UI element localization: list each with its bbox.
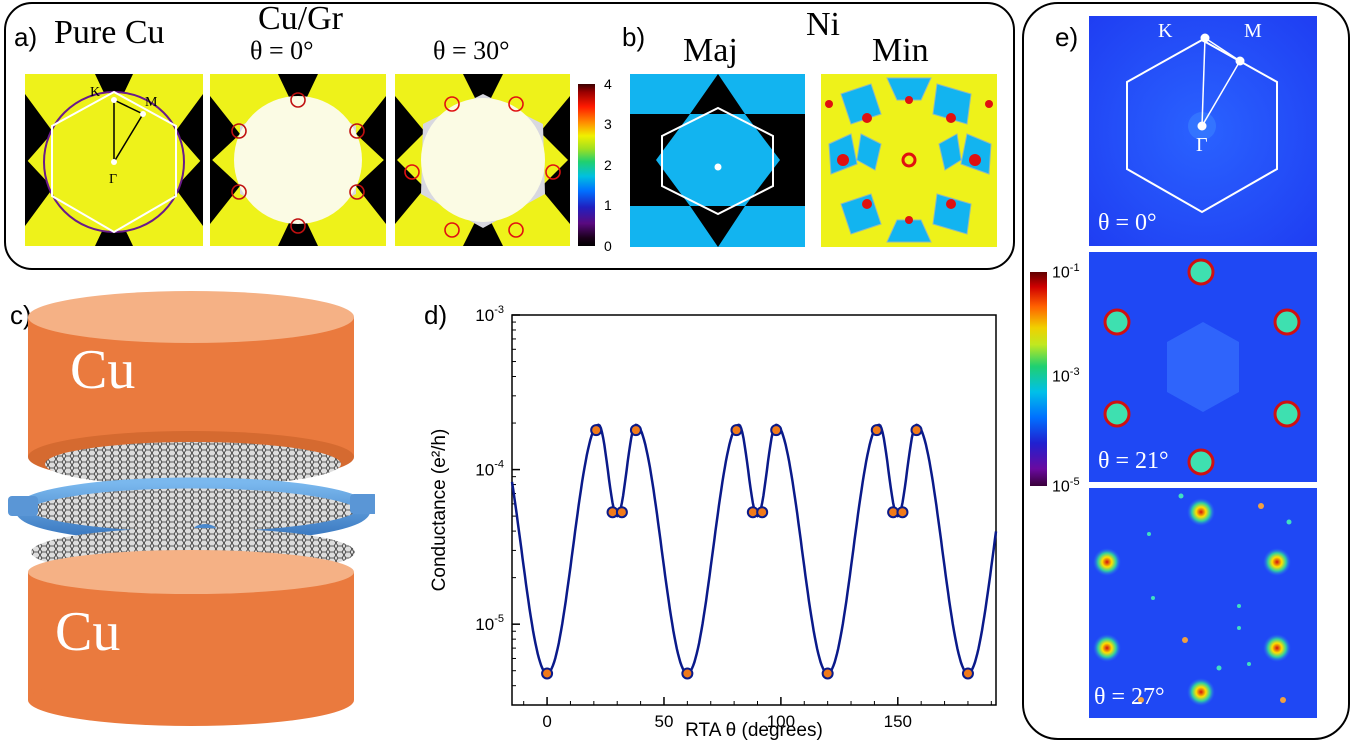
data-point bbox=[910, 424, 923, 437]
x-tick-label: 50 bbox=[655, 712, 674, 731]
bottom-cu-label: Cu bbox=[55, 601, 121, 663]
panel-a-label: a) bbox=[14, 22, 38, 52]
data-point bbox=[821, 667, 834, 680]
k-point-label-a: K bbox=[90, 85, 101, 100]
theta0-label-e: θ = 0° bbox=[1098, 210, 1157, 236]
colorbar-e-bot: 10-5 bbox=[1052, 476, 1080, 496]
data-point bbox=[896, 506, 909, 519]
x-tick-label: 150 bbox=[884, 712, 912, 731]
panel-d-label: d) bbox=[424, 300, 448, 330]
fermi-map-ni-majority bbox=[630, 74, 805, 247]
colorbar-a-tick-4: 4 bbox=[604, 76, 612, 92]
panel-ab-frame bbox=[4, 2, 1015, 270]
gamma-point-label-a: Γ bbox=[109, 172, 118, 187]
colorbar-a-tick-0: 0 bbox=[604, 238, 612, 254]
panel-b-label: b) bbox=[622, 22, 646, 52]
theta27-label: θ = 27° bbox=[1094, 684, 1165, 710]
data-point bbox=[770, 424, 783, 437]
transmission-map-theta0 bbox=[1089, 16, 1317, 246]
pure-cu-title: Pure Cu bbox=[54, 14, 165, 51]
data-point bbox=[681, 667, 694, 680]
maj-title: Maj bbox=[683, 32, 738, 69]
fermi-map-cugr-theta0 bbox=[210, 74, 386, 246]
data-point bbox=[730, 424, 743, 437]
y-tick-label: 10-4 bbox=[475, 459, 504, 480]
colorbar-e bbox=[1030, 272, 1047, 486]
data-point bbox=[541, 667, 554, 680]
m-point-label-e: M bbox=[1244, 20, 1262, 42]
panel-c-label: c) bbox=[10, 300, 32, 330]
gamma-point-label-e: Γ bbox=[1196, 134, 1208, 156]
theta0-label: θ = 0° bbox=[250, 36, 314, 65]
data-point bbox=[615, 506, 628, 519]
panel-e-label: e) bbox=[1055, 22, 1079, 52]
transmission-map-theta21 bbox=[1089, 252, 1317, 482]
chart-plot-frame bbox=[511, 314, 997, 706]
cugr-title: Cu/Gr bbox=[258, 0, 343, 37]
chart-ylabel: Conductance (e²/h) bbox=[429, 429, 450, 592]
y-tick-label: 10-5 bbox=[475, 613, 504, 634]
colorbar-a-tick-1: 1 bbox=[604, 197, 612, 213]
colorbar-a-tick-2: 2 bbox=[604, 157, 612, 173]
conductance-chart: 0 50 100 150 10-3 10-4 10-5 RTA θ (degrees) Co… bbox=[429, 304, 998, 741]
theta21-label: θ = 21° bbox=[1098, 448, 1169, 474]
data-point bbox=[590, 424, 603, 437]
data-point bbox=[870, 424, 883, 437]
x-tick-label: 0 bbox=[542, 712, 551, 731]
panel-e-frame bbox=[1022, 2, 1350, 740]
y-tick-label: 10-3 bbox=[475, 304, 504, 325]
ni-title: Ni bbox=[806, 6, 840, 43]
colorbar-e-mid: 10-3 bbox=[1052, 366, 1080, 386]
fermi-map-cugr-theta30 bbox=[395, 74, 570, 246]
data-point bbox=[756, 506, 769, 519]
device-schematic bbox=[8, 291, 375, 726]
transmission-map-theta27 bbox=[1089, 488, 1317, 718]
conductance-curve bbox=[510, 423, 998, 675]
chart-xlabel: RTA θ (degrees) bbox=[685, 720, 823, 741]
x-tick-label: 100 bbox=[767, 712, 795, 731]
colorbar-e-top: 10-1 bbox=[1052, 262, 1080, 282]
data-point bbox=[961, 667, 974, 680]
k-point-label-e: K bbox=[1158, 20, 1173, 42]
fermi-map-ni-minority bbox=[821, 74, 997, 247]
colorbar-a-tick-3: 3 bbox=[604, 116, 612, 132]
min-title: Min bbox=[872, 32, 929, 69]
top-cu-label: Cu bbox=[70, 339, 136, 401]
data-point bbox=[629, 424, 642, 437]
colorbar-a bbox=[578, 84, 595, 246]
m-point-label-a: M bbox=[145, 95, 158, 110]
fermi-map-pure-cu bbox=[25, 74, 203, 246]
theta30-label: θ = 30° bbox=[433, 36, 510, 65]
